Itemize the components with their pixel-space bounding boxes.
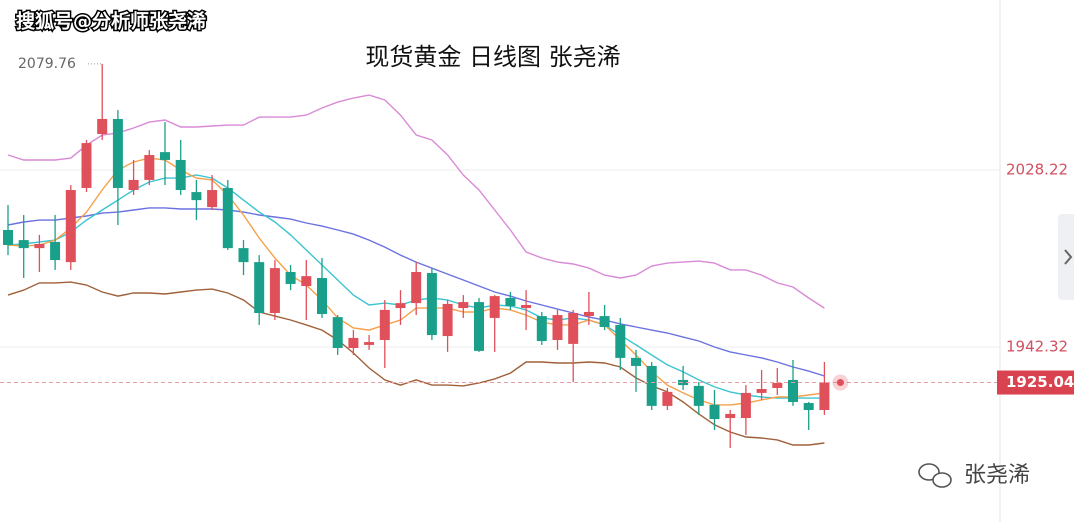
candle-body — [18, 240, 29, 249]
candle-body — [395, 303, 406, 309]
candle-body — [474, 302, 484, 351]
candle-body — [756, 389, 767, 393]
indicator-line — [7, 207, 825, 377]
chart-title: 现货黄金 日线图 张尧浠 — [365, 43, 620, 71]
candle-body — [222, 187, 233, 249]
candle-body — [34, 243, 45, 249]
candle-body — [254, 262, 265, 313]
candle-body — [160, 152, 170, 160]
candle-body — [536, 316, 547, 342]
candle-body — [583, 311, 594, 317]
y-tick-label: 1942.32 — [1006, 337, 1068, 355]
candle-body — [207, 190, 218, 208]
candle-body — [97, 118, 108, 135]
candle-body — [819, 382, 830, 411]
indicator-line — [7, 281, 825, 446]
candle-body — [725, 413, 736, 419]
candle-body — [426, 273, 437, 336]
y-tick-label: 2028.22 — [1006, 161, 1068, 179]
candle-body — [175, 159, 186, 191]
last-price-dot — [836, 379, 844, 387]
candle-body — [112, 118, 123, 188]
candle-body — [379, 309, 390, 340]
candle-body — [128, 179, 139, 191]
candle-body — [646, 365, 657, 406]
side-tab[interactable] — [1058, 214, 1074, 300]
candle-body — [238, 248, 249, 263]
candle-body — [772, 383, 783, 388]
candle-body — [191, 192, 202, 201]
candle-body — [442, 303, 453, 337]
candle-body — [631, 357, 641, 366]
watermark: 搜狐号@分析师张尧浠 — [16, 10, 206, 33]
candle-body — [568, 312, 579, 344]
candle-body — [489, 296, 500, 318]
candles — [3, 63, 830, 448]
candle-body — [144, 155, 155, 180]
candle-body — [505, 297, 516, 306]
candle-body — [615, 324, 626, 358]
candle-body — [803, 403, 814, 411]
candle-body — [709, 404, 720, 420]
last-price-label: 1925.04 — [1006, 373, 1074, 391]
candle-body — [740, 392, 751, 419]
candle-body — [348, 337, 359, 349]
candle-body — [788, 379, 798, 402]
candle-body — [269, 268, 280, 313]
brand-logo — [918, 463, 952, 488]
grid — [0, 0, 1001, 522]
candle-body — [50, 241, 61, 261]
last-price-box — [997, 370, 1074, 395]
candle-body — [599, 316, 610, 328]
candle-body — [285, 272, 296, 284]
brand-text: 张尧浠 — [964, 463, 1030, 488]
indicator-line — [7, 94, 825, 309]
overlay: 2114.12 2028.22 1942.32 2079.76 1925.04 — [0, 0, 1074, 395]
high-annotation: 2079.76 — [18, 56, 76, 72]
candle-body — [693, 385, 704, 406]
candle-body — [552, 315, 563, 340]
candle-body — [364, 342, 375, 345]
candle-body — [662, 391, 673, 406]
candle-body — [3, 229, 13, 246]
y-tick-label: 2114.12 — [1006, 0, 1068, 2]
candle-body — [678, 379, 689, 386]
candle-body — [332, 317, 343, 349]
candle-body — [65, 190, 76, 263]
candle-body — [458, 302, 469, 309]
candle-body — [521, 304, 532, 309]
candle-body — [301, 276, 312, 287]
candle-body — [411, 272, 422, 304]
candle-body — [81, 143, 92, 188]
candle-body — [317, 277, 327, 315]
